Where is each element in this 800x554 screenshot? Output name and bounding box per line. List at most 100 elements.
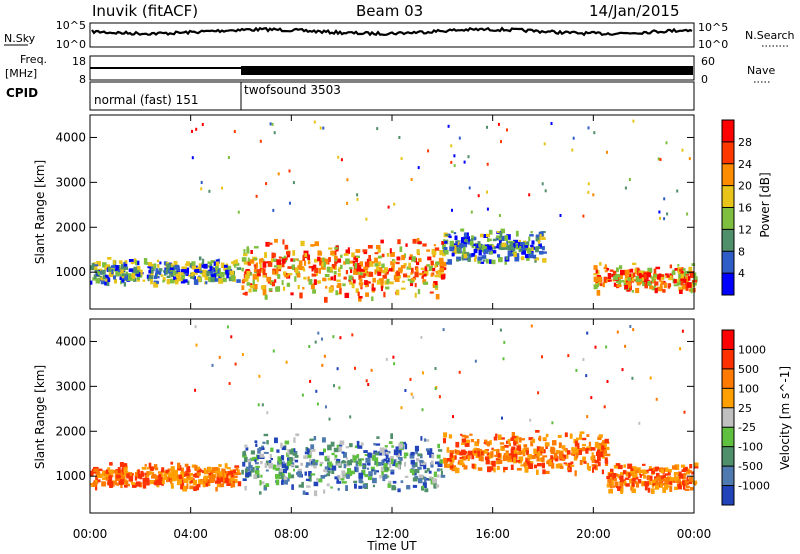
colorbar-segment bbox=[722, 163, 734, 186]
scatter-cell bbox=[250, 464, 253, 471]
scatter-cell bbox=[644, 283, 648, 289]
scatter-cell bbox=[144, 475, 147, 479]
scatter-cell bbox=[362, 469, 366, 476]
scatter-cell bbox=[336, 367, 339, 371]
scatter-cell bbox=[563, 462, 567, 465]
scatter-cell bbox=[433, 284, 438, 289]
scatter-cell bbox=[654, 466, 660, 471]
power-scatter-cells bbox=[90, 119, 698, 303]
scatter-cell bbox=[244, 274, 250, 279]
scatter-cell bbox=[539, 234, 542, 240]
scatter-cell bbox=[146, 467, 151, 470]
scatter-cell bbox=[477, 241, 481, 246]
scatter-cell bbox=[319, 451, 324, 456]
scatter-cell bbox=[417, 466, 422, 470]
scatter-cell bbox=[412, 477, 418, 482]
scatter-cell bbox=[191, 265, 197, 270]
scatter-cell bbox=[468, 450, 473, 455]
scatter-cell bbox=[327, 465, 331, 471]
scatter-cell bbox=[281, 455, 285, 461]
scatter-cell bbox=[659, 158, 662, 161]
scatter-cell bbox=[494, 246, 499, 249]
scatter-cell bbox=[647, 487, 651, 493]
scatter-cell bbox=[605, 453, 611, 457]
scatter-cell bbox=[207, 261, 212, 265]
noise-right-label: N.Search bbox=[745, 29, 795, 42]
scatter-cell bbox=[493, 247, 496, 250]
scatter-cell bbox=[417, 289, 421, 295]
scatter-cell bbox=[503, 469, 506, 473]
scatter-cell bbox=[395, 289, 400, 296]
scatter-cell bbox=[182, 279, 188, 283]
scatter-cell bbox=[355, 288, 359, 293]
scatter-cell bbox=[167, 476, 173, 482]
scatter-cell bbox=[253, 258, 258, 261]
scatter-cell bbox=[186, 466, 191, 472]
scatter-cell bbox=[566, 450, 571, 455]
scatter-cell bbox=[301, 481, 304, 488]
scatter-cell bbox=[597, 276, 603, 282]
scatter-cell bbox=[122, 463, 128, 467]
scatter-cell bbox=[515, 460, 521, 463]
scatter-cell bbox=[324, 456, 330, 462]
scatter-cell bbox=[357, 291, 360, 297]
scatter-cell bbox=[582, 358, 585, 361]
scatter-cell bbox=[677, 264, 680, 267]
scatter-cell bbox=[305, 462, 311, 466]
scatter-cell bbox=[612, 473, 617, 479]
scatter-cell bbox=[368, 471, 373, 477]
scatter-cell bbox=[333, 384, 335, 388]
scatter-cell bbox=[253, 269, 257, 272]
scatter-cell bbox=[355, 257, 359, 263]
scatter-cell bbox=[619, 280, 623, 283]
scatter-cell bbox=[380, 239, 384, 244]
scatter-cell bbox=[184, 473, 189, 477]
scatter-cell bbox=[686, 480, 689, 483]
scatter-cell bbox=[139, 274, 143, 278]
scatter-cell bbox=[585, 448, 590, 451]
scatter-cell bbox=[142, 483, 147, 489]
scatter-cell bbox=[661, 276, 664, 280]
scatter-cell bbox=[248, 288, 252, 293]
scatter-cell bbox=[364, 261, 370, 268]
scatter-cell bbox=[358, 274, 362, 280]
scatter-cell bbox=[168, 472, 172, 477]
scatter-cell bbox=[149, 266, 152, 272]
scatter-cell bbox=[643, 474, 647, 479]
scatter-cell bbox=[299, 292, 303, 299]
scatter-cell bbox=[277, 172, 280, 176]
scatter-cell bbox=[304, 260, 307, 266]
scatter-cell bbox=[631, 290, 635, 293]
scatter-cell bbox=[263, 487, 267, 491]
scatter-cell bbox=[451, 455, 455, 461]
scatter-cell bbox=[241, 285, 245, 290]
scatter-cell bbox=[409, 469, 414, 473]
scatter-cell bbox=[417, 478, 423, 484]
scatter-cell bbox=[434, 274, 440, 278]
scatter-cell bbox=[467, 257, 471, 262]
scatter-cell bbox=[502, 446, 506, 449]
scatter-cell bbox=[218, 274, 222, 281]
scatter-cell bbox=[123, 282, 126, 287]
scatter-cell bbox=[355, 255, 360, 258]
scatter-cell bbox=[598, 443, 604, 447]
scatter-cell bbox=[113, 470, 118, 474]
scatter-cell bbox=[673, 476, 679, 482]
scatter-cell bbox=[390, 469, 395, 475]
scatter-cell bbox=[507, 439, 511, 445]
scatter-cell bbox=[397, 488, 401, 493]
scatter-cell bbox=[398, 443, 403, 449]
scatter-cell bbox=[478, 243, 482, 247]
scatter-cell bbox=[506, 240, 509, 246]
scatter-cell bbox=[431, 454, 435, 459]
scatter-cell bbox=[667, 275, 670, 278]
scatter-cell bbox=[520, 241, 525, 245]
scatter-cell bbox=[652, 480, 658, 486]
scatter-cell bbox=[287, 457, 290, 463]
scatter-cell bbox=[541, 462, 545, 469]
scatter-cell bbox=[361, 275, 366, 278]
scatter-cell bbox=[372, 455, 376, 461]
scatter-cell bbox=[300, 240, 305, 247]
